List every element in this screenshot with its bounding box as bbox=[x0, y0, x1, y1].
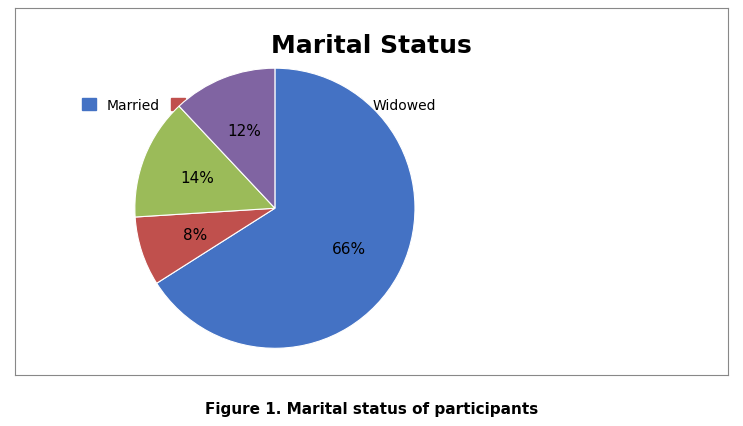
Text: 66%: 66% bbox=[331, 242, 366, 256]
Text: 8%: 8% bbox=[183, 227, 207, 242]
Text: 14%: 14% bbox=[180, 170, 214, 185]
Text: 12%: 12% bbox=[227, 123, 261, 138]
Legend: Married, Divorced, Single, Widowed: Married, Divorced, Single, Widowed bbox=[79, 96, 439, 115]
Text: Marital Status: Marital Status bbox=[271, 34, 472, 58]
Wedge shape bbox=[179, 69, 275, 209]
Wedge shape bbox=[157, 69, 415, 348]
Text: Figure 1. Marital status of participants: Figure 1. Marital status of participants bbox=[205, 401, 538, 417]
Wedge shape bbox=[134, 107, 275, 218]
Wedge shape bbox=[135, 209, 275, 284]
